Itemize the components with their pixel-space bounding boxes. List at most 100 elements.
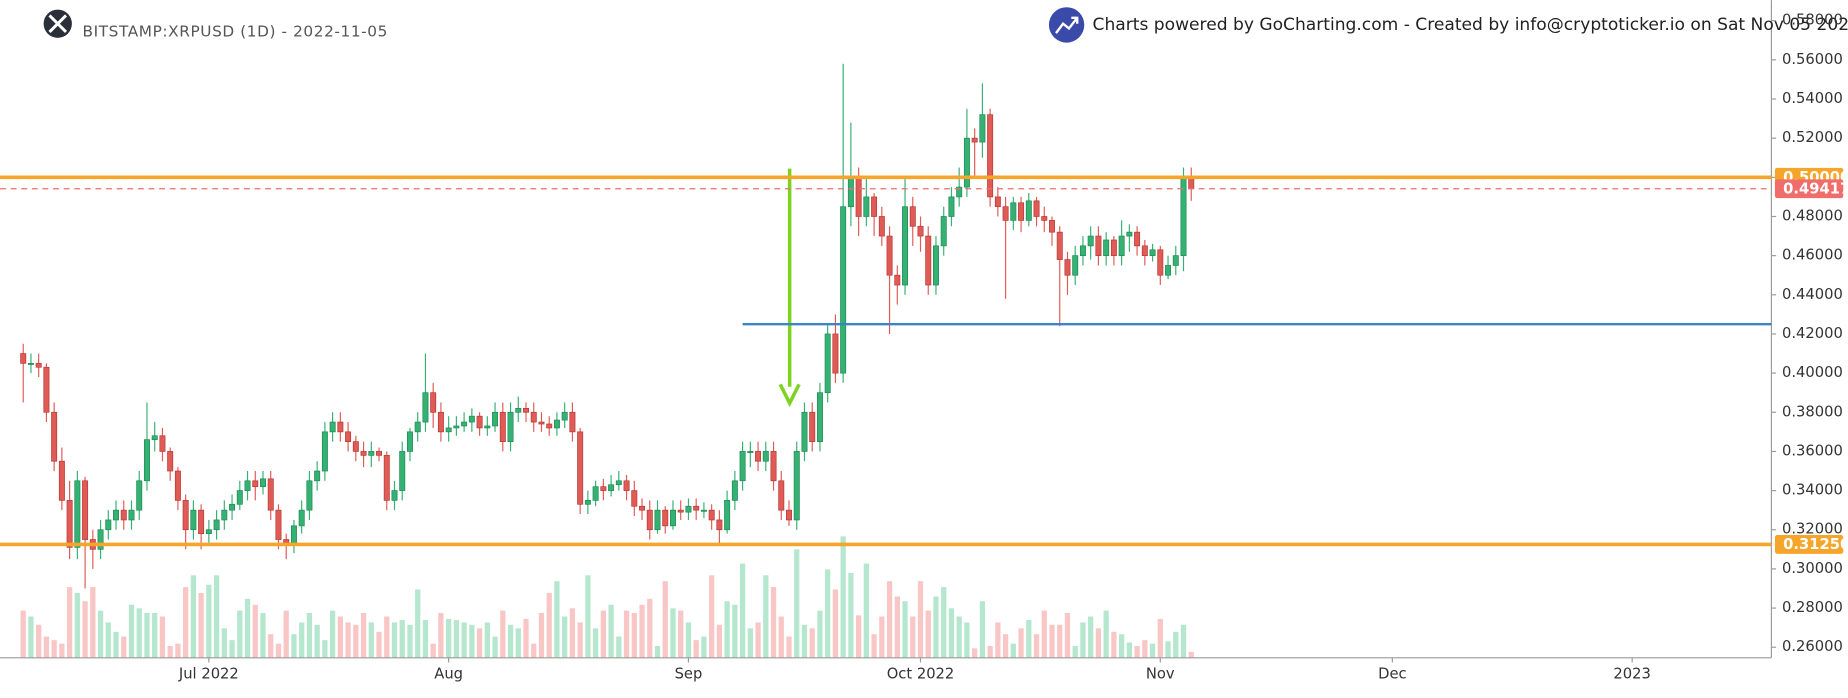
volume-bar	[407, 624, 413, 658]
volume-bar	[399, 620, 405, 658]
volume-bar	[484, 622, 490, 658]
volume-bar	[917, 581, 924, 658]
candle-body	[290, 525, 297, 544]
volume-bar	[693, 640, 699, 658]
volume-bar	[1026, 620, 1032, 658]
volume-bar	[360, 613, 367, 658]
candle-body	[205, 529, 212, 535]
candle-body	[1157, 249, 1164, 276]
candle-body	[151, 435, 158, 441]
x-tick-label: Nov	[1146, 665, 1175, 682]
candle-body	[786, 509, 792, 521]
candle-body	[940, 216, 947, 247]
credit: Charts powered by GoCharting.com - Creat…	[1093, 15, 1848, 35]
candle-body	[925, 235, 932, 286]
candle-body	[66, 500, 73, 548]
volume-bar	[476, 628, 483, 658]
candle-body	[739, 451, 746, 482]
y-tick-label: 0.56000	[1782, 51, 1843, 68]
volume-bar	[809, 628, 815, 658]
candle-body	[871, 196, 878, 217]
y-tick-label: 0.30000	[1782, 560, 1843, 577]
price-label-box	[1774, 534, 1844, 554]
candle-body	[267, 478, 274, 511]
candle-body	[1025, 200, 1032, 221]
price-label-box	[1774, 179, 1844, 199]
volume-bar	[639, 604, 645, 658]
candle-body	[987, 114, 994, 198]
x-tick-label: 2023	[1613, 665, 1650, 682]
volume-bar	[631, 613, 637, 658]
volume-bar	[732, 604, 738, 658]
volume-bar	[322, 640, 328, 658]
candle-body	[654, 509, 661, 531]
candle-body	[708, 509, 715, 521]
candle-body	[461, 421, 468, 427]
volume-bar	[747, 628, 753, 658]
candle-body	[236, 490, 243, 505]
volume-bar	[252, 604, 258, 658]
volume-bar	[1010, 643, 1016, 658]
candle-body	[963, 137, 970, 188]
volume-bar	[469, 624, 475, 658]
candle-body	[376, 451, 383, 456]
volume-bar	[964, 622, 970, 658]
volume-bar	[523, 618, 529, 658]
volume-bar	[1188, 651, 1194, 658]
candle-body	[778, 480, 785, 511]
candle-body	[298, 509, 305, 527]
volume-bar	[229, 640, 235, 658]
candle-body	[352, 441, 359, 452]
y-tick-label: 0.40000	[1782, 364, 1843, 381]
candle-body	[105, 519, 112, 531]
candle-body	[700, 509, 707, 512]
candle-body	[360, 451, 367, 456]
volume-bar	[623, 610, 630, 658]
volume-bar	[59, 643, 65, 658]
volume-bar	[910, 616, 916, 658]
candle-body	[553, 419, 560, 429]
candle-body	[948, 196, 955, 217]
volume-bar	[716, 624, 723, 658]
candle-body	[816, 392, 823, 442]
candle-body	[1049, 220, 1055, 233]
candle-body	[82, 480, 89, 540]
candle-body	[27, 362, 34, 365]
volume-bar	[113, 631, 119, 658]
volume-bar	[616, 636, 622, 658]
volume-bar	[430, 643, 436, 658]
candle-body	[128, 509, 135, 521]
volume-bar	[724, 601, 730, 658]
volume-bar	[97, 610, 104, 658]
volume-bar	[167, 646, 173, 658]
volume-bar	[1118, 634, 1125, 658]
candle-body	[979, 114, 986, 143]
arrow-head	[778, 383, 801, 408]
candle-body	[855, 176, 862, 217]
candle-body	[1041, 216, 1048, 221]
candle-body	[669, 509, 676, 527]
candle-body	[430, 392, 437, 413]
volume-bar	[66, 587, 73, 658]
volume-bar	[972, 648, 978, 658]
candle-body	[453, 425, 460, 429]
volume-bar	[1149, 643, 1156, 658]
volume-bar	[500, 610, 506, 658]
candle-body	[437, 411, 444, 433]
y-tick-label: 0.46000	[1782, 247, 1843, 264]
volume-bar	[376, 631, 382, 658]
plot-area	[20, 63, 1195, 658]
candle-body	[600, 486, 607, 491]
volume-bar	[128, 604, 135, 658]
candle-body	[561, 411, 568, 421]
candle-body	[971, 137, 978, 143]
volume-bar	[345, 622, 351, 658]
volume-bar	[1033, 634, 1040, 658]
candle-body	[1126, 231, 1133, 237]
volume-bar	[987, 646, 993, 658]
x-tick-label: Aug	[434, 665, 463, 682]
candle-body	[499, 411, 506, 442]
candle-body	[1141, 245, 1148, 256]
logo-left	[43, 9, 72, 38]
volume-bar	[755, 622, 761, 658]
